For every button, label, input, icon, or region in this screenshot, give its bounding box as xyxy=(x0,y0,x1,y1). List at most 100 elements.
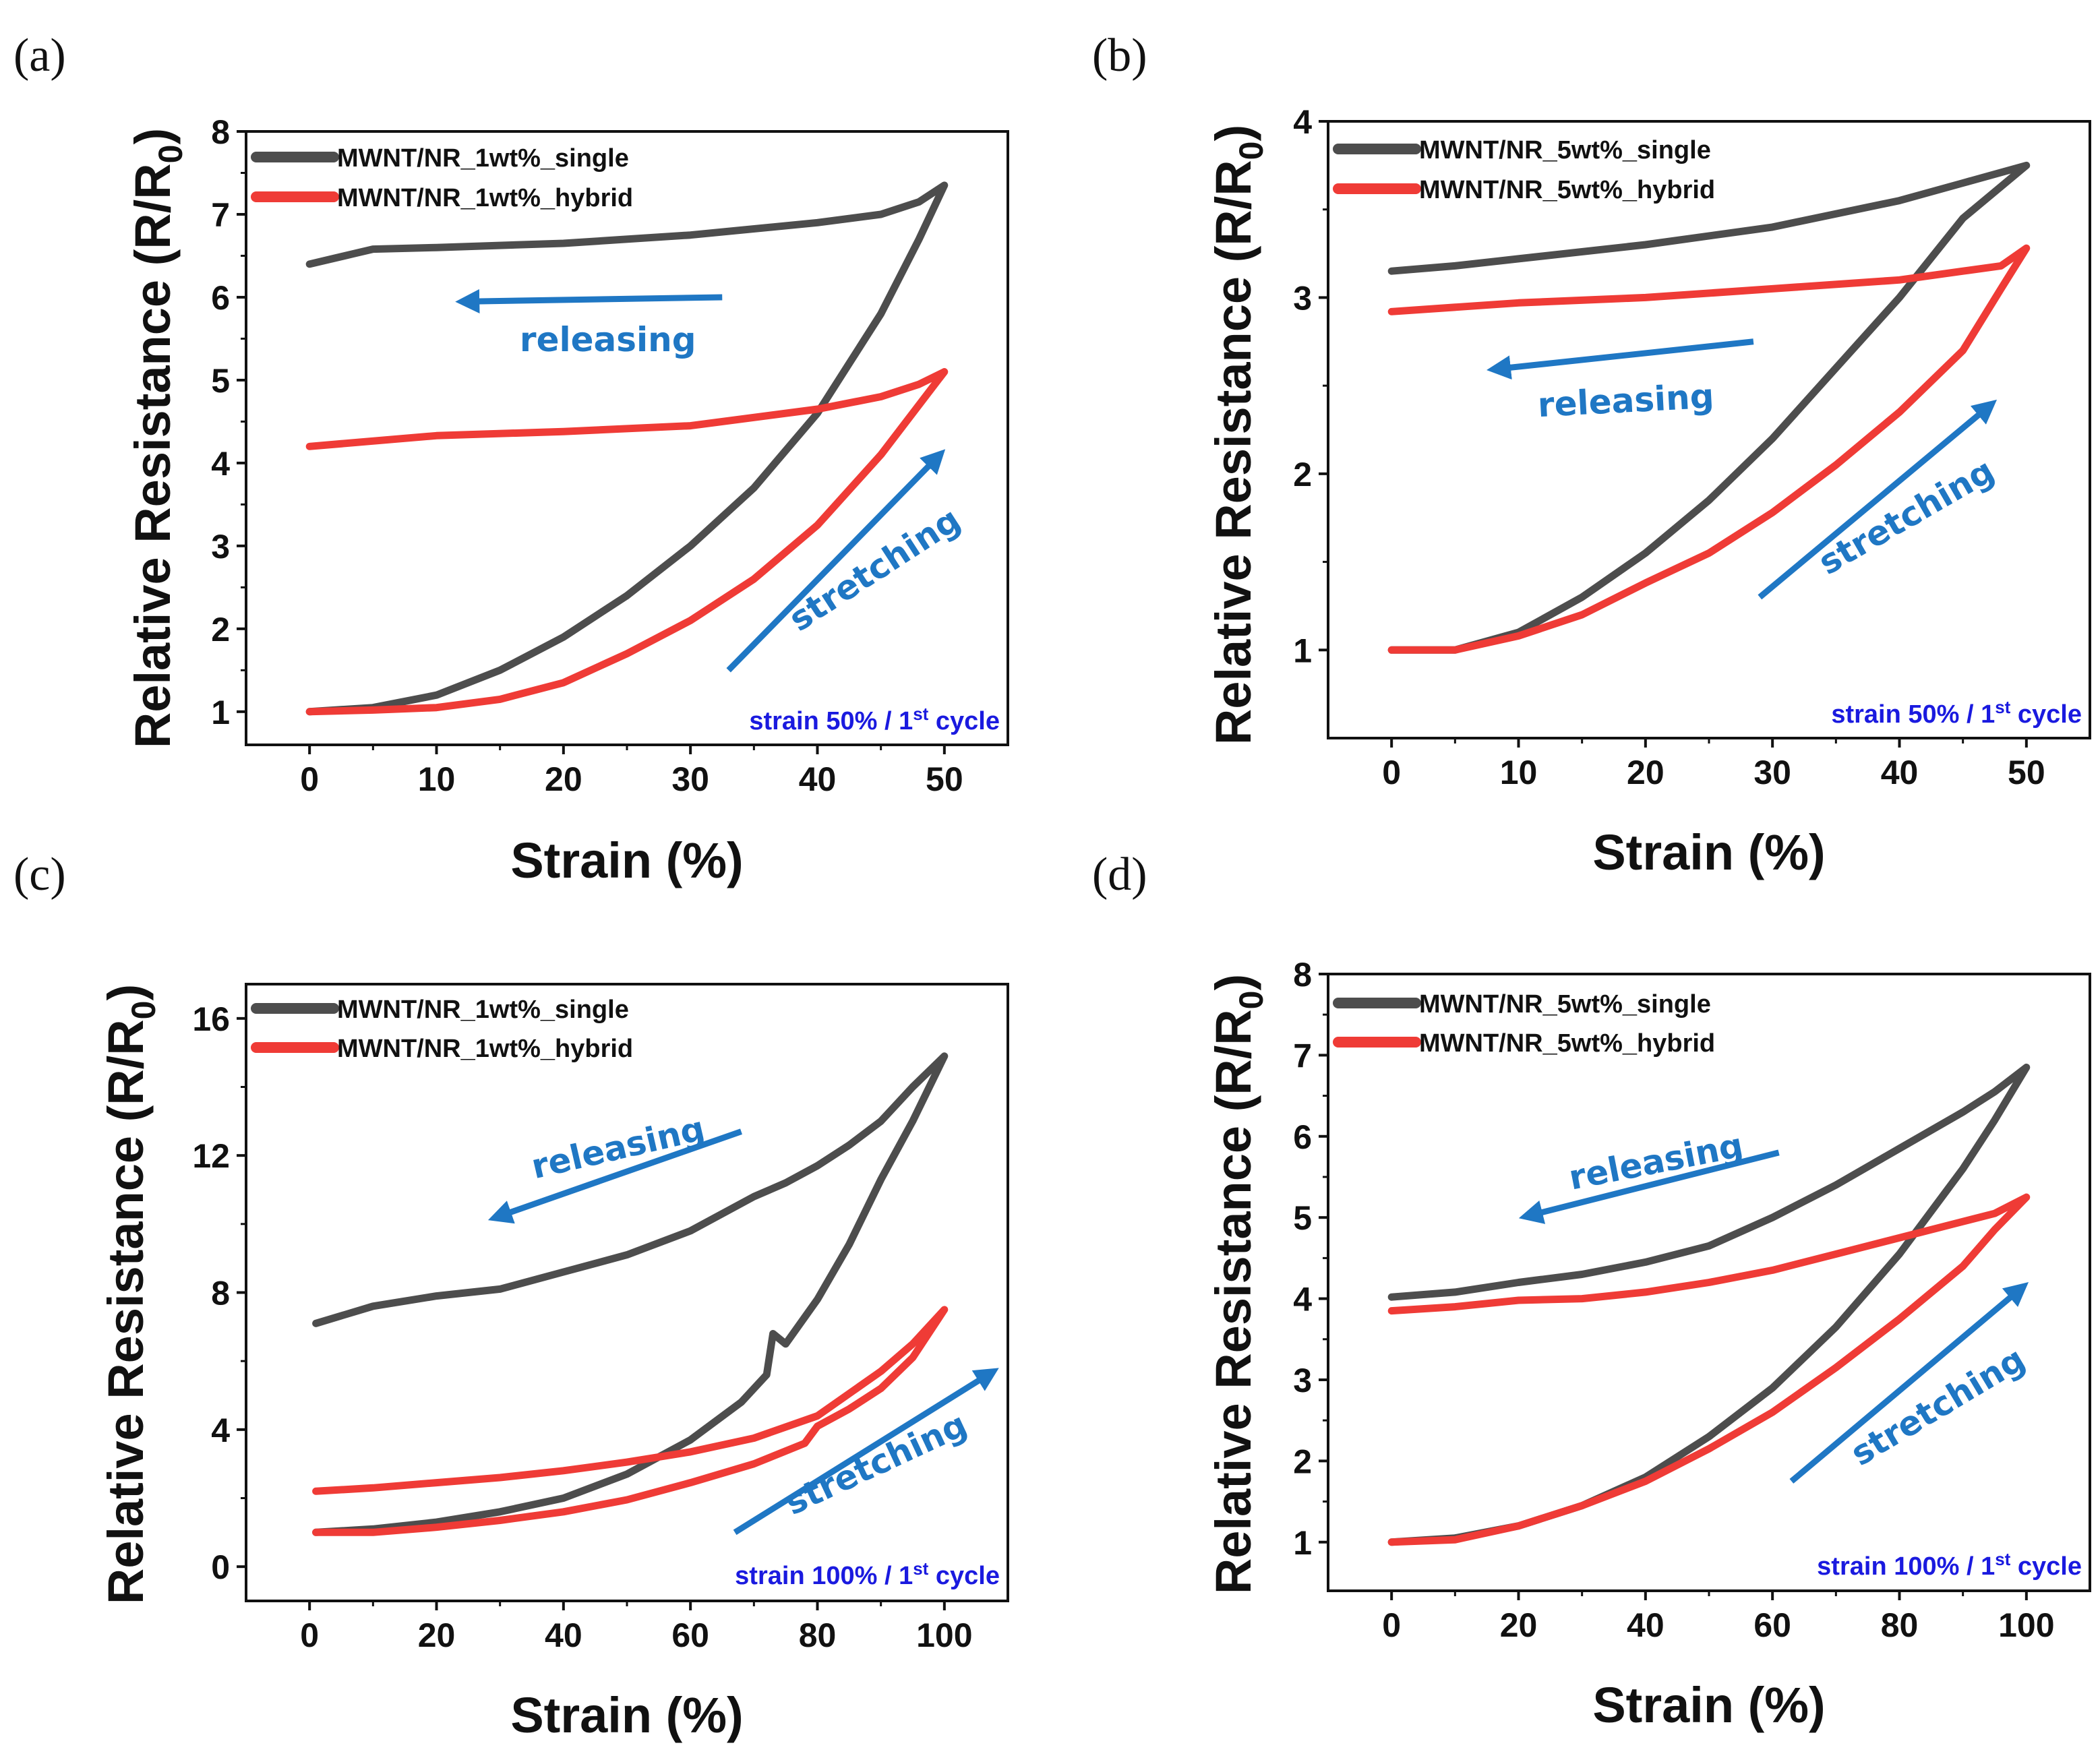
x-tick-label: 80 xyxy=(799,1616,837,1654)
panel-a-y-axis-title: Relative Resistance (R/R0) xyxy=(125,128,189,748)
y-tick-label: 1 xyxy=(1293,1524,1312,1562)
y-tick-label: 4 xyxy=(1293,103,1312,141)
panel-d-note: strain 100% / 1st cycle xyxy=(1817,1549,2082,1581)
panel-a-legend-single: MWNT/NR_1wt%_single xyxy=(337,144,629,173)
panel-a-note: strain 50% / 1st cycle xyxy=(749,704,1000,735)
annotation-label-releasing: releasing xyxy=(1537,377,1715,425)
x-tick-label: 30 xyxy=(1753,754,1791,791)
y-tick-label: 1 xyxy=(211,694,230,731)
x-tick-label: 0 xyxy=(300,760,319,798)
x-tick-label: 20 xyxy=(418,1616,456,1654)
annotation-label-releasing: releasing xyxy=(520,320,696,359)
series-line-hybrid xyxy=(312,1306,949,1536)
panel-d-series xyxy=(1387,1064,2031,1546)
x-tick-label: 10 xyxy=(418,760,456,798)
panel-a: (a) 0 10 20 30 40 50 1 2 3 4 5 6 7 8 releasingstretch… xyxy=(13,30,1009,888)
panel-d-label: (d) xyxy=(1092,849,1147,901)
panel-a-label: (a) xyxy=(13,30,66,82)
y-tick-label: 5 xyxy=(1293,1199,1312,1237)
panel-b-plot-frame xyxy=(1327,120,2091,739)
x-tick-label: 40 xyxy=(1627,1606,1664,1644)
panel-d-y-axis-title: Relative Resistance (R/R0) xyxy=(1205,974,1270,1594)
panel-b-x-axis-title: Strain (%) xyxy=(1592,824,1825,880)
y-tick-label: 8 xyxy=(211,113,230,151)
x-tick-label: 20 xyxy=(545,760,582,798)
series-line-hybrid xyxy=(305,368,949,716)
panel-b-legend-hybrid: MWNT/NR_5wt%_hybrid xyxy=(1419,176,1715,204)
panel-c-legend-hybrid: MWNT/NR_1wt%_hybrid xyxy=(337,1035,633,1063)
annotation-arrow-stretching xyxy=(1789,1282,2029,1484)
panel-b-y-axis-title: Relative Resistance (R/R0) xyxy=(1205,125,1270,745)
y-tick-label: 0 xyxy=(211,1548,230,1586)
panel-d-x-axis-title: Strain (%) xyxy=(1592,1677,1825,1733)
y-tick-label: 4 xyxy=(1293,1281,1312,1318)
x-tick-label: 0 xyxy=(300,1616,319,1654)
y-tick-label: 12 xyxy=(192,1137,230,1175)
panel-c-ticks: 0 20 40 60 80 100 0 4 8 12 16 xyxy=(192,1000,972,1654)
x-tick-label: 20 xyxy=(1627,754,1664,791)
panel-a-legend: MWNT/NR_1wt%_single MWNT/NR_1wt%_hybrid xyxy=(251,144,633,212)
x-tick-label: 40 xyxy=(799,760,837,798)
panel-c-series xyxy=(312,1052,949,1536)
y-tick-label: 4 xyxy=(211,445,230,483)
x-tick-label: 20 xyxy=(1500,1606,1538,1644)
annotation-arrow-releasing xyxy=(1518,1149,1780,1224)
panel-d-ticks: 0 20 40 60 80 100 1 2 3 4 5 6 7 8 xyxy=(1293,956,2054,1644)
annotation-label-releasing: releasing xyxy=(1565,1126,1746,1198)
y-tick-label: 5 xyxy=(211,362,230,400)
y-tick-label: 6 xyxy=(211,279,230,317)
panel-c-legend-single: MWNT/NR_1wt%_single xyxy=(337,996,629,1024)
panel-d-legend-hybrid: MWNT/NR_5wt%_hybrid xyxy=(1419,1029,1715,1058)
y-tick-label: 3 xyxy=(211,528,230,566)
annotation-arrow-releasing xyxy=(487,1128,742,1224)
panel-c-x-axis-title: Strain (%) xyxy=(510,1687,743,1743)
panel-a-ticks: 0 10 20 30 40 50 1 2 3 4 5 6 7 8 xyxy=(211,113,963,798)
x-tick-label: 60 xyxy=(1753,1606,1791,1644)
x-tick-label: 60 xyxy=(671,1616,709,1654)
y-tick-label: 6 xyxy=(1293,1118,1312,1156)
x-tick-label: 0 xyxy=(1382,754,1401,791)
panel-c-y-axis-title: Relative Resistance (R/R0) xyxy=(98,984,162,1604)
series-line-single xyxy=(312,1052,949,1536)
y-tick-label: 2 xyxy=(1293,456,1312,493)
panel-d-legend: MWNT/NR_5wt%_single MWNT/NR_5wt%_hybrid xyxy=(1333,990,1715,1058)
panel-b-ticks: 0 10 20 30 40 50 1 2 3 4 xyxy=(1293,103,2045,791)
y-tick-label: 3 xyxy=(1293,1362,1312,1399)
y-tick-label: 4 xyxy=(211,1412,230,1449)
y-tick-label: 2 xyxy=(211,611,230,648)
panel-a-legend-hybrid: MWNT/NR_1wt%_hybrid xyxy=(337,184,633,212)
panel-b-annotations: releasing stretching xyxy=(1487,338,2001,600)
x-tick-label: 30 xyxy=(671,760,709,798)
y-tick-label: 7 xyxy=(211,196,230,234)
x-tick-label: 0 xyxy=(1382,1606,1401,1644)
x-tick-label: 50 xyxy=(926,760,963,798)
y-tick-label: 8 xyxy=(211,1275,230,1312)
y-tick-label: 16 xyxy=(192,1000,230,1038)
panel-c-legend: MWNT/NR_1wt%_single MWNT/NR_1wt%_hybrid xyxy=(251,996,633,1063)
series-line-single xyxy=(1387,161,2031,654)
panel-b-label: (b) xyxy=(1092,30,1147,82)
panel-a-x-axis-title: Strain (%) xyxy=(510,832,743,888)
y-tick-label: 8 xyxy=(1293,956,1312,994)
y-tick-label: 1 xyxy=(1293,632,1312,669)
x-tick-label: 40 xyxy=(1881,754,1919,791)
panel-d-legend-single: MWNT/NR_5wt%_single xyxy=(1419,990,1711,1019)
panel-c-plot-frame xyxy=(245,983,1009,1602)
annotation-arrow-stretching xyxy=(726,449,946,673)
y-tick-label: 3 xyxy=(1293,279,1312,317)
panel-b-legend-single: MWNT/NR_5wt%_single xyxy=(1419,136,1711,164)
annotation-arrow-stretching xyxy=(733,1368,999,1536)
series-line-hybrid xyxy=(1387,244,2031,654)
x-tick-label: 80 xyxy=(1881,1606,1919,1644)
series-line-single xyxy=(305,181,949,716)
x-tick-label: 40 xyxy=(545,1616,582,1654)
series-line-hybrid xyxy=(1387,1193,2031,1546)
x-tick-label: 50 xyxy=(2008,754,2045,791)
panel-a-series xyxy=(305,181,949,716)
panel-b-note: strain 50% / 1st cycle xyxy=(1831,697,2082,729)
annotation-arrow-stretching xyxy=(1758,399,1998,600)
